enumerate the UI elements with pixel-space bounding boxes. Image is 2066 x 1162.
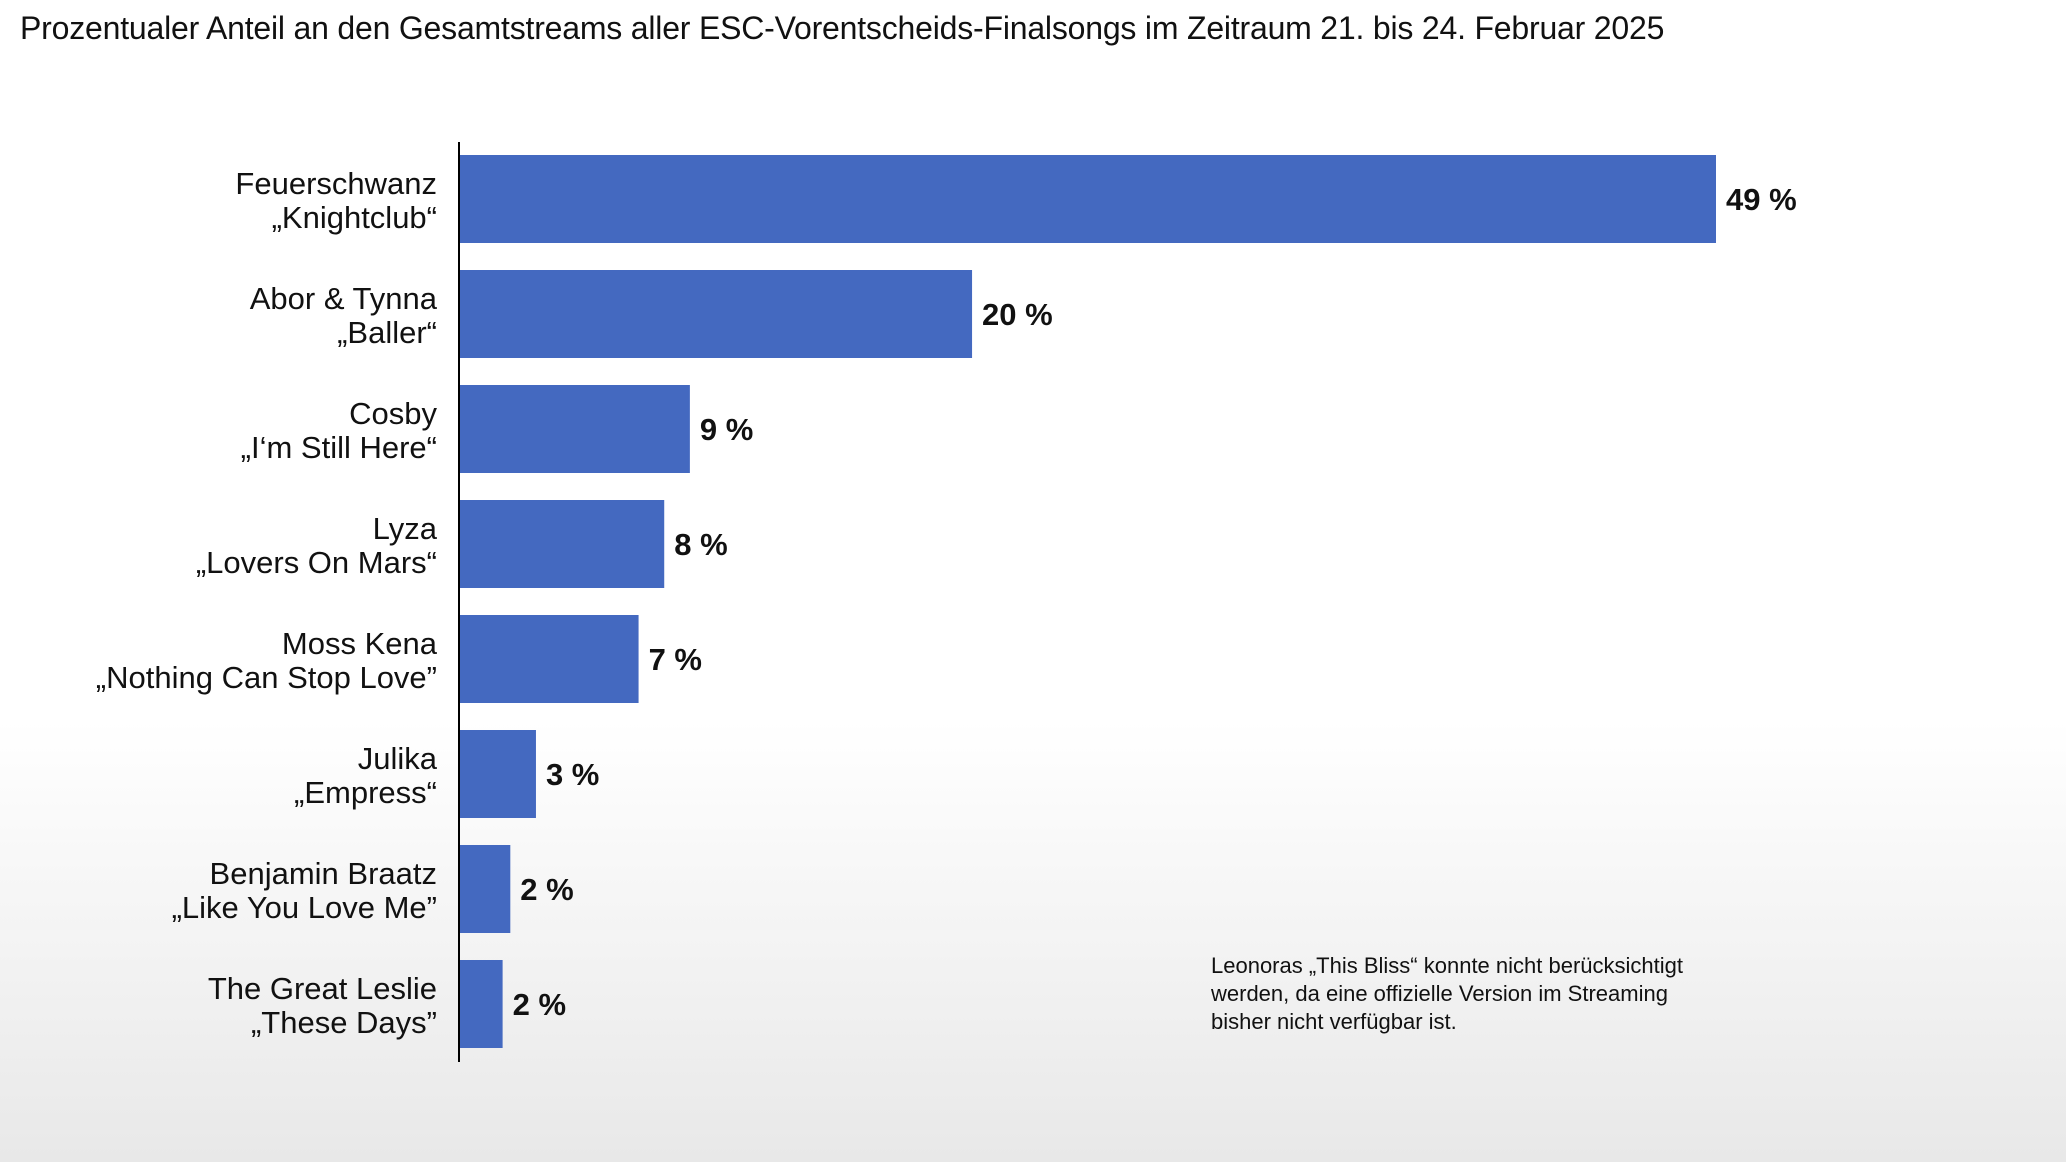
value-label: 9 % [700, 412, 753, 447]
category-label-song: „I‘m Still Here“ [241, 430, 437, 465]
category-label-song: „Knightclub“ [272, 200, 437, 235]
value-label: 3 % [546, 757, 599, 792]
value-label: 8 % [674, 527, 727, 562]
value-label: 20 % [982, 297, 1053, 332]
category-label-artist: Julika [358, 741, 438, 776]
bar [459, 730, 536, 818]
value-label: 2 % [520, 872, 573, 907]
value-label: 7 % [649, 642, 702, 677]
category-label-song: „These Days” [251, 1005, 437, 1040]
bar [459, 155, 1716, 243]
category-label-artist: The Great Leslie [208, 971, 437, 1006]
chart-title: Prozentualer Anteil an den Gesamtstreams… [20, 10, 1665, 46]
category-label-song: „Like You Love Me” [172, 890, 437, 925]
category-label-song: „Baller“ [337, 315, 437, 350]
bar [459, 615, 639, 703]
category-label-song: „Nothing Can Stop Love” [96, 660, 437, 695]
footnote: Leonoras „This Bliss“ konnte nicht berüc… [1211, 952, 1771, 1036]
category-label-artist: Feuerschwanz [235, 166, 437, 201]
bar [459, 845, 511, 933]
footnote-line: Leonoras „This Bliss“ konnte nicht berüc… [1211, 953, 1683, 978]
footnote-line: bisher nicht verfügbar ist. [1211, 1009, 1457, 1034]
category-label-artist: Moss Kena [282, 626, 438, 661]
category-label-artist: Abor & Tynna [250, 281, 438, 316]
category-label-artist: Lyza [373, 511, 438, 546]
category-label-artist: Cosby [349, 396, 437, 431]
footnote-line: werden, da eine offizielle Version im St… [1211, 981, 1668, 1006]
bar [459, 385, 690, 473]
category-label-song: „Lovers On Mars“ [196, 545, 437, 580]
bar [459, 960, 503, 1048]
value-label: 49 % [1726, 182, 1797, 217]
category-label-artist: Benjamin Braatz [210, 856, 437, 891]
bar [459, 270, 973, 358]
value-label: 2 % [513, 987, 566, 1022]
category-label-song: „Empress“ [294, 775, 437, 810]
bar [459, 500, 665, 588]
